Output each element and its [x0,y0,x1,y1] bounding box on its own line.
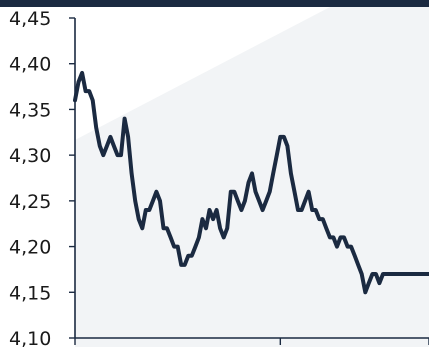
y-tick-label: 4,40 [9,54,51,76]
y-tick-label: 4,30 [9,145,51,167]
y-tick-label: 4,15 [9,282,51,304]
y-tick-label: 4,10 [9,328,51,347]
series-line [73,70,429,295]
top-bar [0,0,429,7]
y-tick-label: 4,25 [9,191,51,213]
y-tick-label: 4,35 [9,99,51,121]
y-tick-label: 4,45 [9,8,51,30]
x-axis-ticks [74,338,429,345]
y-axis-ticks: 4,45 4,40 4,35 4,30 4,25 4,20 4,15 4,10 [9,8,75,347]
y-tick-label: 4,20 [9,237,51,259]
